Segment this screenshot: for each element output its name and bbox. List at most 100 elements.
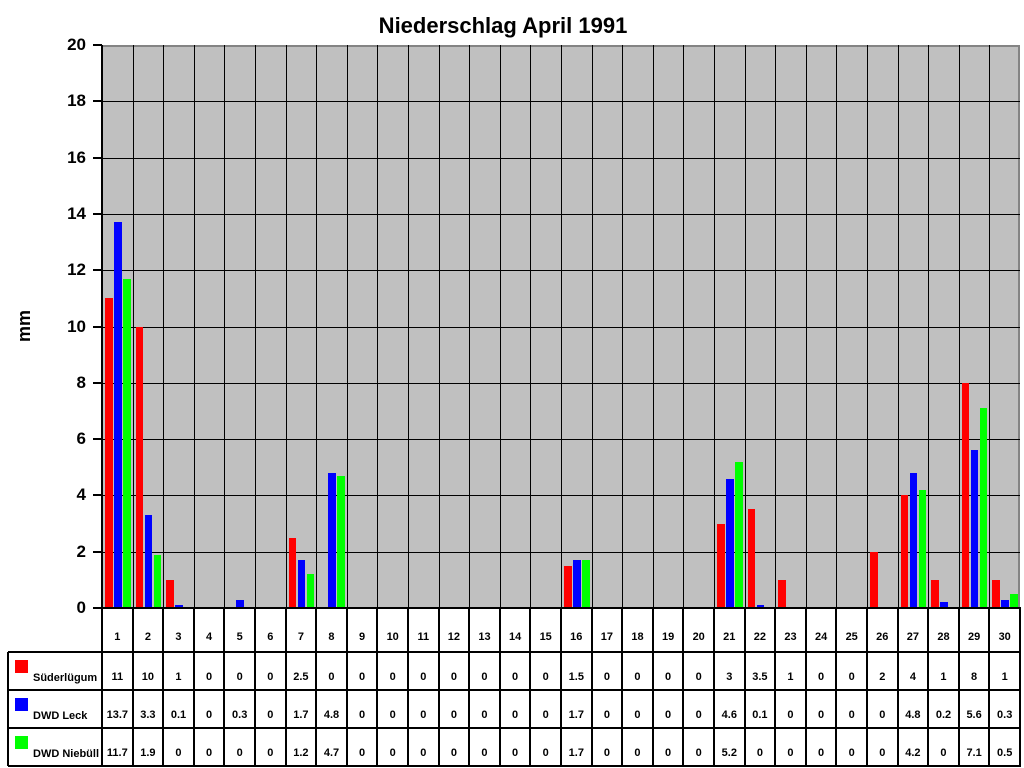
y-tick-label: 2 [76, 541, 86, 561]
y-tick-mark [93, 212, 102, 215]
y-tick-label: 16 [67, 147, 86, 167]
table-value-cell: 0 [848, 747, 855, 759]
table-value-cell: 0 [879, 747, 886, 759]
y-axis-line [101, 45, 103, 766]
day-header-cell: 30 [998, 631, 1011, 643]
bar-süderlügum-day-28 [931, 579, 939, 608]
day-header-cell: 8 [328, 631, 335, 643]
bar-dwd-leck-day-1 [114, 222, 122, 608]
day-header-cell: 19 [661, 631, 675, 643]
table-column-line [713, 608, 715, 766]
day-header-cell: 20 [692, 631, 705, 643]
table-value-cell: 0 [175, 747, 182, 759]
bar-dwd-leck-day-3 [175, 605, 183, 608]
bar-süderlügum-day-26 [870, 551, 878, 608]
table-value-cell: 0 [359, 747, 366, 759]
bar-süderlügum-day-27 [900, 495, 909, 608]
day-header-cell: 11 [417, 631, 430, 643]
y-tick-label: 0 [76, 598, 86, 617]
table-column-line [254, 608, 256, 766]
table-value-cell: 0 [236, 671, 243, 683]
table-value-cell: 0 [634, 671, 641, 683]
table-value-cell: 0 [236, 747, 243, 759]
table-column-line [376, 608, 379, 766]
table-value-cell: 1 [787, 671, 794, 683]
table-column-line [866, 608, 868, 766]
bar-dwd-leck-day-27 [909, 472, 918, 608]
y-axis-label: mm [14, 310, 34, 343]
table-value-cell: 4.7 [323, 747, 340, 759]
table-value-cell: 0 [512, 671, 519, 683]
vertical-gridline [622, 45, 624, 608]
day-header-cell: 4 [206, 631, 213, 643]
table-column-line [1019, 608, 1021, 766]
table-column-line [621, 608, 624, 766]
table-value-cell: 0.3 [997, 709, 1013, 721]
y-tick-label: 12 [67, 260, 86, 280]
vertical-gridline [316, 45, 318, 608]
vertical-gridline [867, 45, 868, 608]
table-column-line [131, 608, 134, 766]
table-value-cell: 1 [1001, 671, 1008, 683]
table-value-cell: 0 [603, 671, 610, 683]
table-value-cell: 0 [542, 747, 549, 759]
table-column-line [774, 608, 777, 766]
table-column-line [407, 608, 409, 766]
table-value-cell: 0 [940, 747, 947, 759]
table-value-cell: 0 [818, 747, 825, 759]
table-column-line [284, 608, 287, 766]
table-value-cell: 0 [695, 709, 702, 721]
y-tick-mark [93, 438, 102, 441]
legend-label: Süderlügum [33, 672, 98, 684]
table-value-cell: 0 [787, 747, 794, 759]
day-header-cell: 9 [359, 631, 366, 643]
bar-süderlügum-day-1 [105, 298, 113, 608]
bar-dwd-leck-day-2 [144, 515, 153, 608]
table-value-cell: 0.2 [935, 709, 952, 721]
table-value-cell: 2.5 [293, 671, 309, 683]
table-value-cell: 0 [634, 747, 641, 759]
table-value-cell: 3.5 [752, 671, 768, 683]
table-column-line [651, 608, 654, 766]
table-value-cell: 5.6 [966, 709, 982, 721]
table-value-cell: 0 [389, 671, 396, 683]
table-value-cell: 0 [328, 671, 335, 683]
table-value-cell: 4.2 [905, 747, 921, 759]
y-tick-mark [93, 100, 102, 103]
bar-süderlügum-day-30 [992, 579, 1000, 608]
table-value-cell: 0 [450, 671, 457, 683]
table-value-cell: 0 [665, 747, 672, 759]
y-tick-mark [93, 550, 102, 553]
table-value-cell: 0 [389, 747, 396, 759]
bar-süderlügum-day-3 [166, 579, 174, 608]
table-column-line [682, 608, 685, 766]
day-header-cell: 6 [267, 631, 274, 643]
day-header-cell: 17 [600, 631, 614, 643]
day-header-cell: 2 [144, 631, 151, 643]
y-tick-mark [93, 607, 102, 609]
table-value-cell: 0 [603, 747, 610, 759]
table-value-cell: 0 [818, 671, 825, 683]
bar-dwd-leck-day-5 [236, 599, 244, 608]
table-value-cell: 0 [512, 709, 519, 721]
y-tick-mark [93, 44, 102, 46]
table-row-line [8, 689, 1021, 691]
table-value-cell: 0 [603, 709, 610, 721]
table-value-cell: 11.7 [106, 747, 128, 759]
y-tick-mark [93, 494, 102, 497]
table-value-cell: 0 [206, 747, 213, 759]
table-value-cell: 7.1 [966, 747, 982, 759]
y-tick-label: 18 [67, 91, 86, 111]
day-header-cell: 28 [937, 631, 950, 643]
table-column-line [743, 608, 746, 766]
table-left-border [7, 652, 9, 766]
table-column-line [498, 608, 501, 766]
table-value-cell: 4.8 [905, 709, 921, 721]
table-column-line [560, 608, 562, 766]
y-tick-mark [93, 381, 102, 384]
table-value-cell: 0 [420, 709, 427, 721]
bar-dwd-leck-day-7 [297, 560, 306, 608]
y-tick-label: 6 [76, 429, 86, 449]
day-header-cell: 23 [784, 631, 797, 643]
table-value-cell: 0 [542, 671, 549, 683]
